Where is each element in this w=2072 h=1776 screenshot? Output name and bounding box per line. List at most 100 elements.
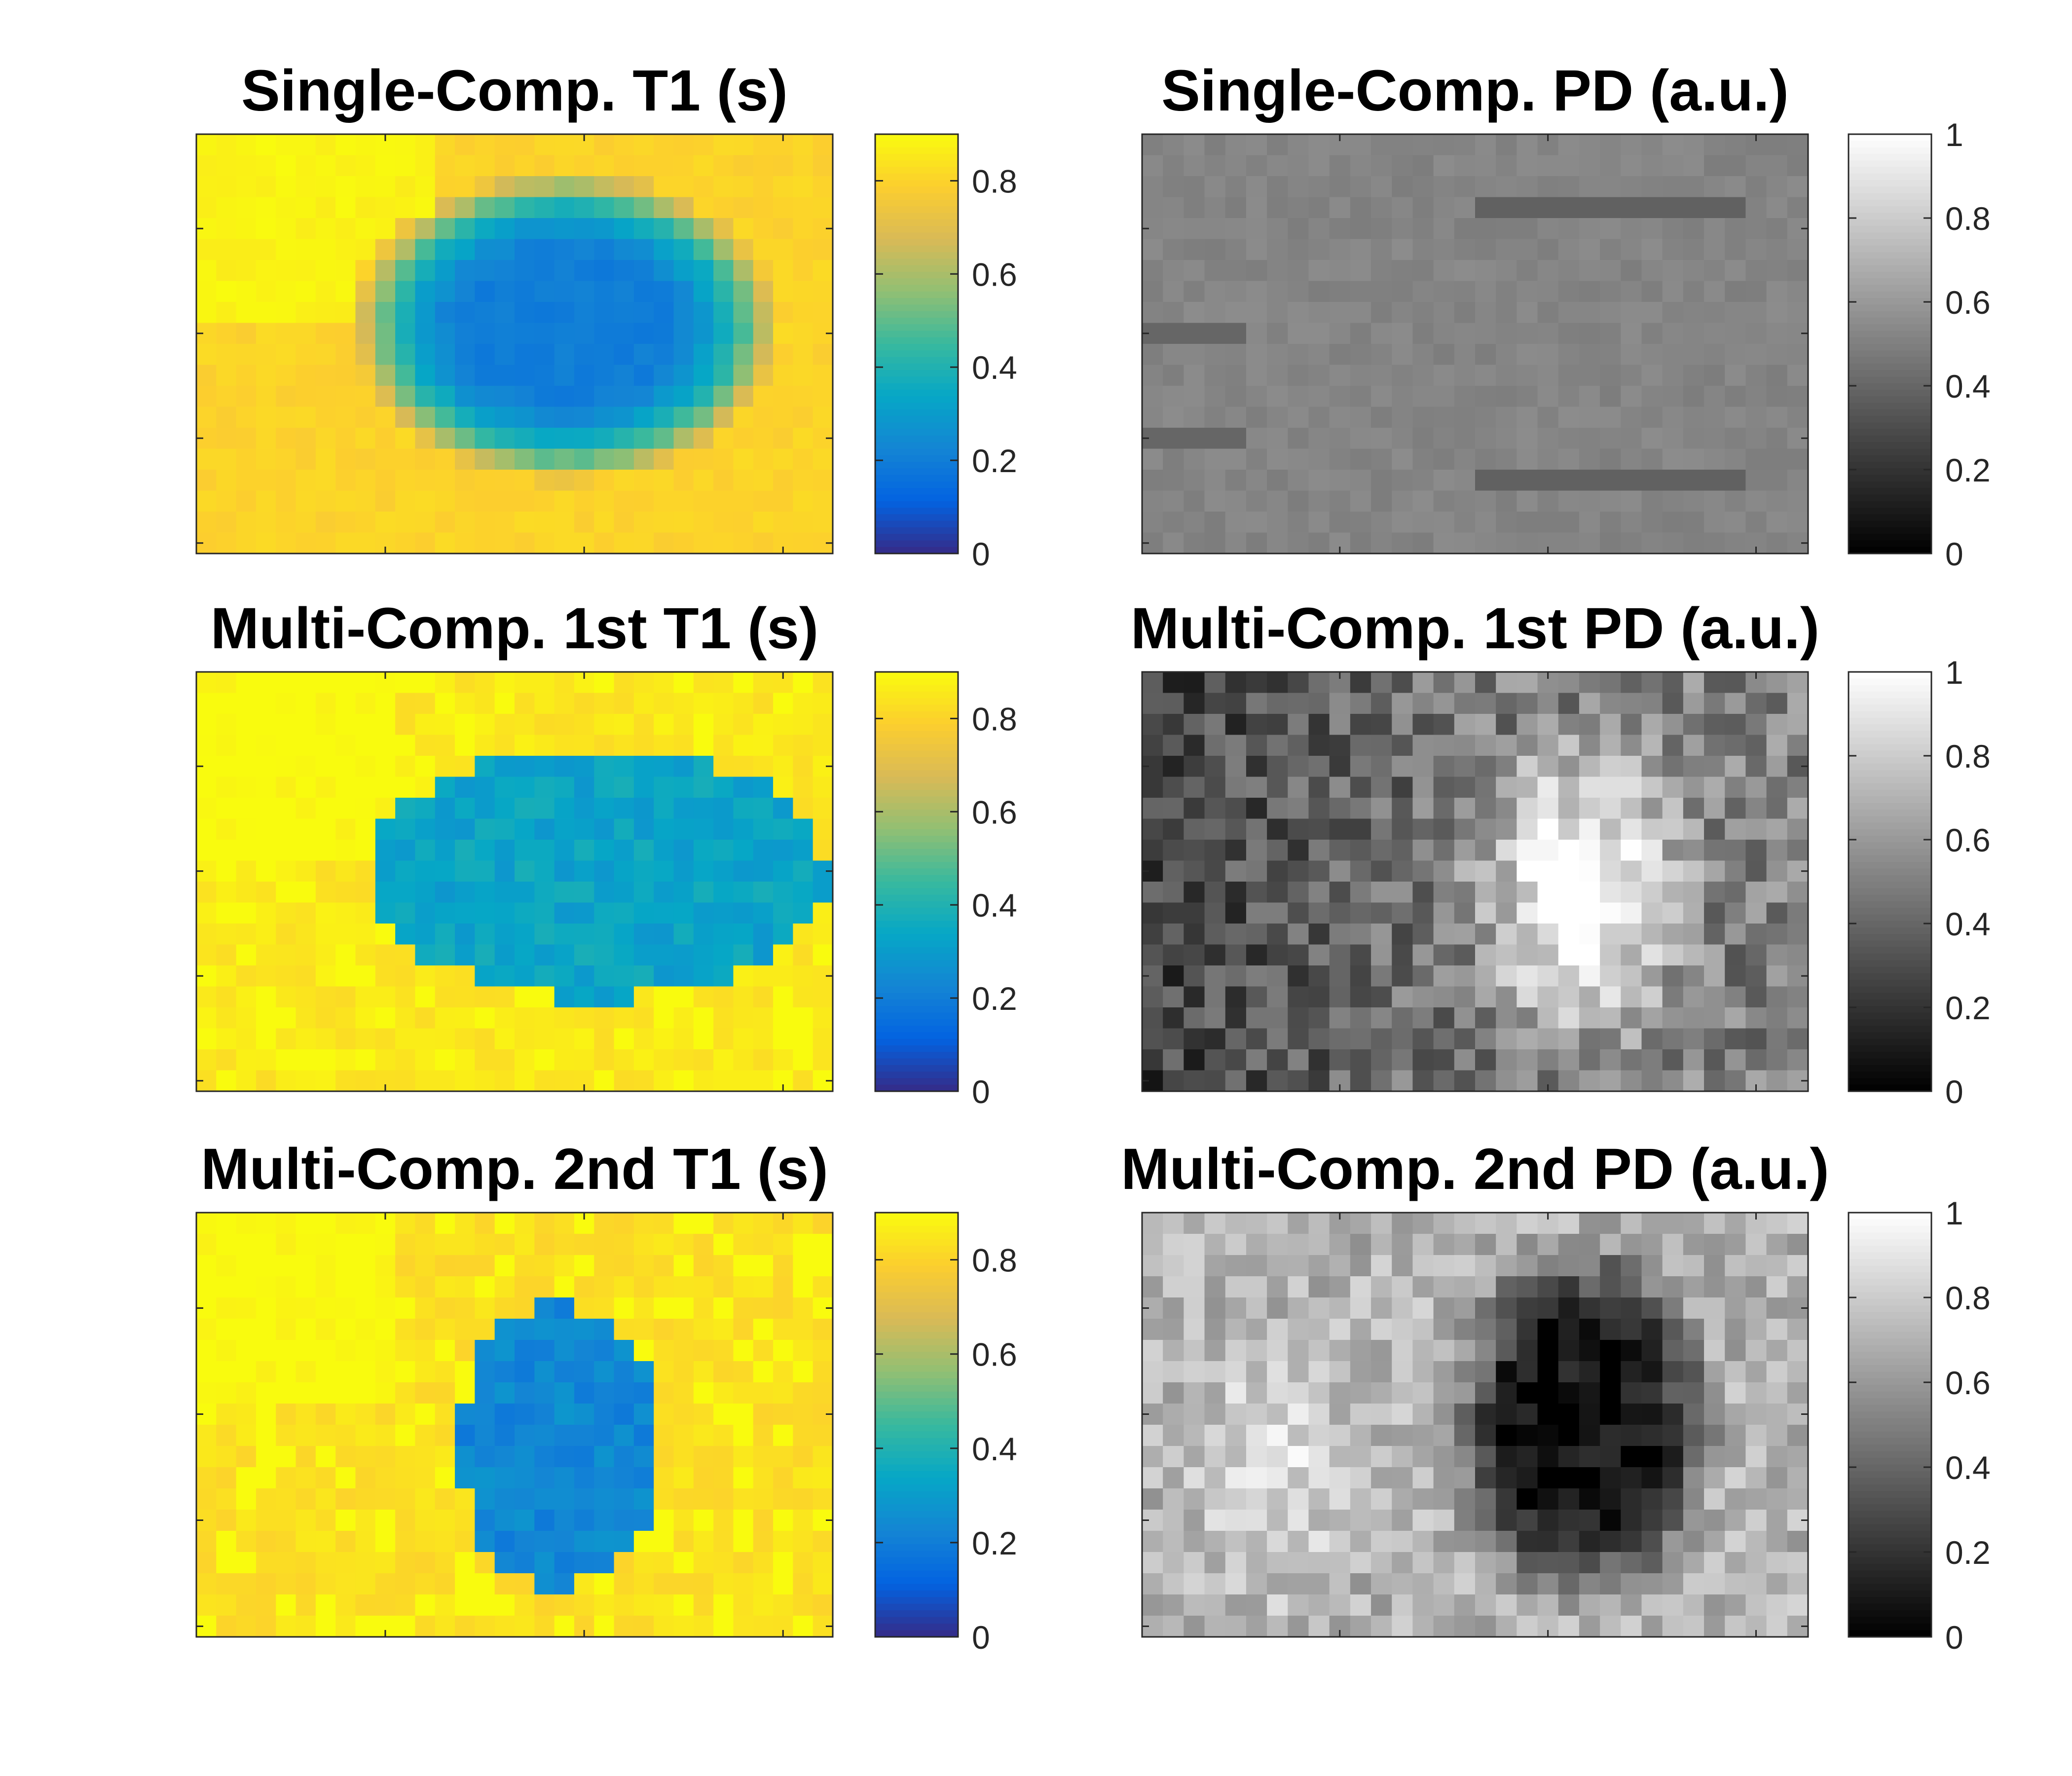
heatmap-cell <box>1475 344 1496 366</box>
heatmap-cell <box>276 1276 296 1298</box>
heatmap-cell <box>1225 818 1247 840</box>
heatmap-cell <box>1725 302 1746 324</box>
heatmap-cell <box>1704 693 1726 714</box>
heatmap-cell <box>1288 1007 1309 1029</box>
heatmap-cell <box>1725 672 1746 694</box>
heatmap-cell <box>415 944 436 966</box>
heatmap-cell <box>1725 490 1746 512</box>
heatmap-cell <box>1579 448 1600 470</box>
heatmap-cell <box>1454 1319 1476 1340</box>
heatmap-cell <box>475 490 495 512</box>
heatmap-cell <box>1308 134 1330 156</box>
heatmap-cell <box>1787 1276 1809 1298</box>
heatmap-cell <box>1641 924 1663 945</box>
heatmap-cell <box>1517 1361 1538 1383</box>
heatmap-cell <box>1392 512 1413 533</box>
heatmap-cell <box>335 735 356 756</box>
colorbar-step <box>1849 1610 1931 1618</box>
heatmap-cell <box>395 428 416 449</box>
heatmap-cell <box>1745 176 1767 198</box>
heatmap-cell <box>534 902 555 924</box>
heatmap-cell <box>1433 428 1455 449</box>
heatmap-cell <box>315 714 336 736</box>
heatmap-cell <box>515 197 535 219</box>
heatmap-cell <box>1433 714 1455 736</box>
heatmap-cell <box>1558 470 1580 491</box>
heatmap-cell <box>1163 944 1184 966</box>
heatmap-cell <box>1496 882 1517 903</box>
heatmap-cell <box>415 344 436 366</box>
colorbar-step <box>1849 396 1931 404</box>
heatmap-cell <box>1433 239 1455 260</box>
heatmap-cell <box>1662 1028 1684 1050</box>
heatmap-cell <box>654 756 674 777</box>
heatmap-cell <box>1600 1467 1622 1489</box>
heatmap-cell <box>1745 924 1767 945</box>
heatmap-cell <box>415 1382 436 1404</box>
heatmap-cell <box>435 155 455 177</box>
heatmap-cell <box>1412 281 1434 302</box>
heatmap-cell <box>614 714 634 736</box>
heatmap-cell <box>733 1594 754 1616</box>
heatmap-cell <box>1225 428 1247 449</box>
heatmap-cell <box>1246 1319 1267 1340</box>
heatmap-cell <box>1412 798 1434 819</box>
heatmap-cell <box>633 386 654 407</box>
heatmap-cell <box>256 1404 277 1425</box>
heatmap-cell <box>1433 965 1455 987</box>
heatmap-cell <box>614 176 634 198</box>
heatmap-cell <box>673 1467 694 1489</box>
colorbar-step <box>875 1265 958 1273</box>
heatmap-cell <box>1204 1297 1226 1319</box>
heatmap-cell <box>1621 798 1642 819</box>
heatmap-cell <box>1267 281 1289 302</box>
heatmap-cell <box>1184 323 1205 344</box>
heatmap-cell <box>435 470 455 491</box>
heatmap-cell <box>1766 1404 1788 1425</box>
colorbar-step <box>1849 278 1931 286</box>
axes-frame <box>1141 671 1809 1092</box>
heatmap-cell <box>1225 1070 1247 1092</box>
heatmap-cell <box>1246 944 1267 966</box>
heatmap-cell <box>594 1049 615 1071</box>
heatmap-cell <box>515 490 535 512</box>
heatmap-cell <box>1412 756 1434 777</box>
heatmap-cell <box>673 798 694 819</box>
heatmap-cell <box>693 512 714 533</box>
heatmap-cell <box>475 218 495 240</box>
heatmap-cell <box>673 470 694 491</box>
heatmap-cell <box>1558 218 1580 240</box>
heatmap-cell <box>654 1425 674 1446</box>
heatmap-cell <box>1308 323 1330 344</box>
heatmap-cell <box>1475 965 1496 987</box>
heatmap-cell <box>1246 365 1267 386</box>
heatmap-cell <box>1163 735 1184 756</box>
heatmap-cell <box>1579 777 1600 798</box>
colorbar-step <box>875 534 958 541</box>
heatmap-cell <box>1496 344 1517 366</box>
heatmap-cell <box>753 1361 774 1383</box>
heatmap-cell <box>1704 756 1726 777</box>
heatmap-cell <box>713 924 734 945</box>
heatmap-cell <box>1621 1425 1642 1446</box>
heatmap-cell <box>1766 798 1788 819</box>
heatmap-cell <box>1537 386 1559 407</box>
heatmap-cell <box>654 902 674 924</box>
heatmap-cell <box>455 344 476 366</box>
heatmap-cell <box>1267 777 1289 798</box>
heatmap-cell <box>1641 902 1663 924</box>
heatmap-cell <box>455 1028 476 1050</box>
heatmap-cell <box>395 1361 416 1383</box>
heatmap-cell <box>1246 1007 1267 1029</box>
heatmap-cell <box>1433 176 1455 198</box>
panel-1: Single-Comp. T1 (s)00.20.40.60.8 <box>195 58 1017 572</box>
heatmap-cell <box>1766 1510 1788 1531</box>
heatmap-cell <box>1329 218 1351 240</box>
colorbar-step <box>875 160 958 168</box>
heatmap-cell <box>1204 1404 1226 1425</box>
heatmap-cell <box>296 155 316 177</box>
heatmap-cell <box>335 448 356 470</box>
heatmap-cell <box>1496 1070 1517 1092</box>
heatmap-cell <box>534 407 555 428</box>
heatmap-cell <box>773 1573 794 1595</box>
